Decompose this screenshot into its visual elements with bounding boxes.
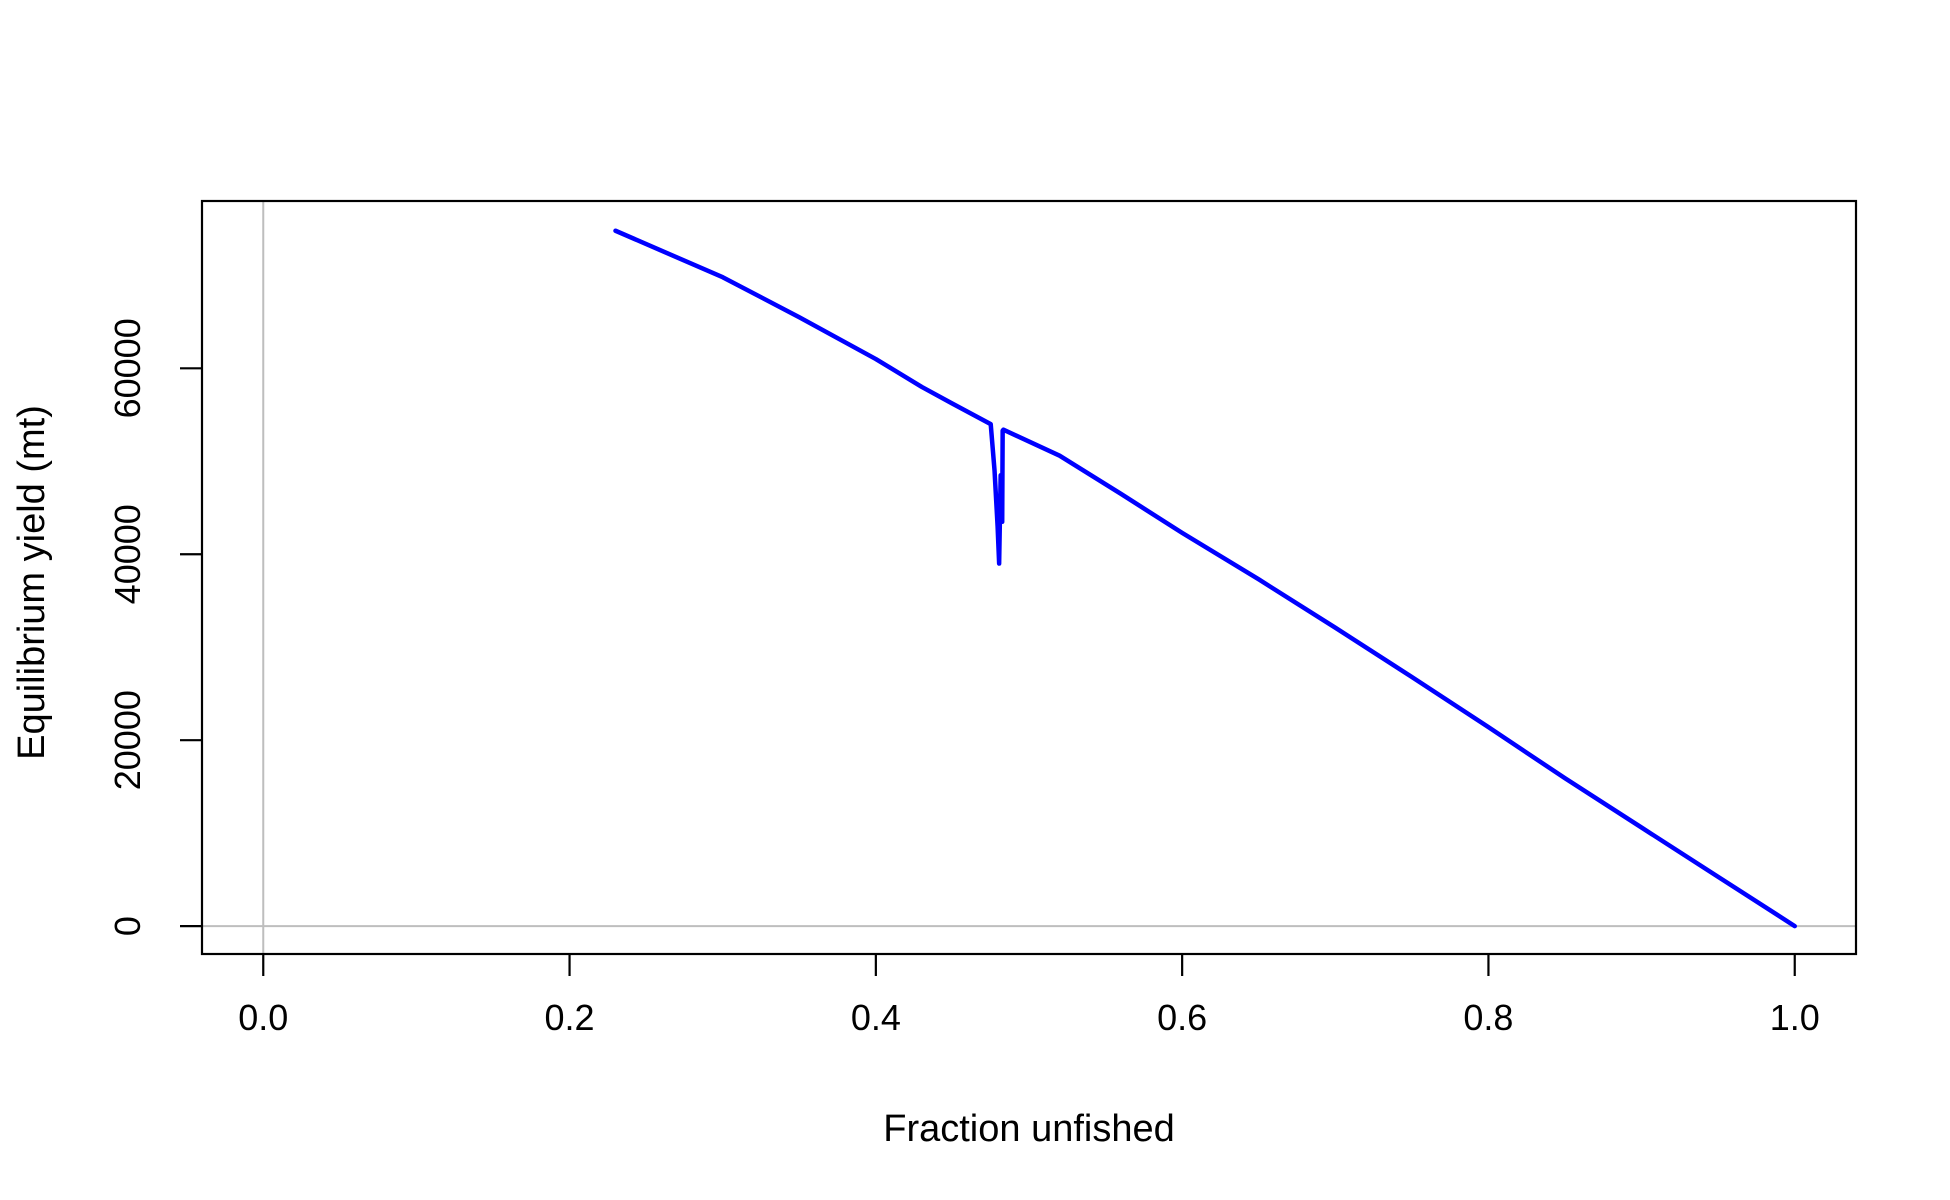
y-tick-label-0: 0 [107,916,148,936]
x-axis-label: Fraction unfished [883,1108,1175,1150]
x-tick-label-2: 0.4 [851,997,901,1038]
series-layer [613,228,1797,929]
x-axis: 0.0 0.2 0.4 0.6 0.8 1.0 [238,954,1820,1038]
y-axis-label: Equilibrium yield (mt) [11,405,53,760]
series-line-0 [613,228,1797,929]
y-tick-label-3: 60000 [107,318,148,418]
x-tick-label-1: 0.2 [545,997,595,1038]
plot-frame [200,199,1858,956]
x-tick-label-4: 0.8 [1463,997,1513,1038]
y-axis: 0 20000 40000 60000 [107,318,202,936]
reference-lines [202,201,1856,954]
x-tick-label-5: 1.0 [1770,997,1820,1038]
y-tick-label-2: 40000 [107,504,148,604]
y-tick-label-1: 20000 [107,690,148,790]
x-tick-label-3: 0.6 [1157,997,1207,1038]
x-tick-label-0: 0.0 [238,997,288,1038]
